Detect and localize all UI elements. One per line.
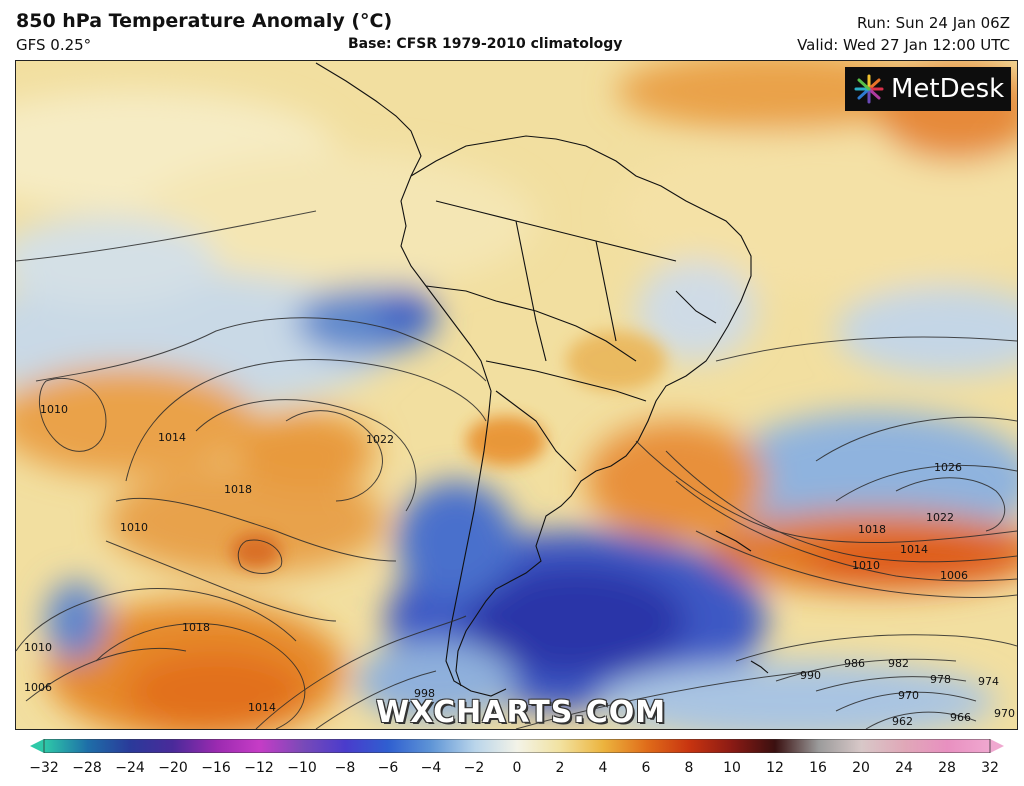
map-title: 850 hPa Temperature Anomaly (°C) bbox=[16, 10, 393, 32]
colorbar-segment bbox=[44, 739, 88, 753]
colorbar-tick-label: −32 bbox=[29, 760, 59, 776]
pressure-label: 1010 bbox=[24, 641, 52, 654]
pressure-label: 1018 bbox=[182, 621, 210, 634]
colorbar-tick-label: −2 bbox=[463, 760, 485, 776]
colorbar-tick-label: 12 bbox=[766, 760, 784, 776]
pressure-label: 1010 bbox=[852, 559, 880, 572]
pressure-label: 970 bbox=[898, 689, 919, 702]
colorbar bbox=[30, 738, 1004, 754]
anomaly-map[interactable]: 1010 1014 1018 1022 1010 1006 1010 1018 … bbox=[15, 60, 1018, 730]
colorbar-segment bbox=[904, 739, 948, 753]
colorbar-segment bbox=[216, 739, 260, 753]
metdesk-logo-text: MetDesk bbox=[891, 74, 1005, 104]
colorbar-segment bbox=[560, 739, 604, 753]
isobars bbox=[16, 210, 1017, 729]
pressure-label: 1010 bbox=[40, 403, 68, 416]
pressure-label: 986 bbox=[844, 657, 865, 670]
colorbar-tick-label: −4 bbox=[420, 760, 442, 776]
colorbar-tick-label: 20 bbox=[852, 760, 870, 776]
colorbar-tick-label: 8 bbox=[684, 760, 694, 776]
metdesk-star-icon bbox=[854, 74, 884, 104]
pressure-label: 1006 bbox=[940, 569, 968, 582]
colorbar-tick-label: −28 bbox=[72, 760, 102, 776]
colorbar-segment bbox=[173, 739, 217, 753]
colorbar-segment bbox=[603, 739, 647, 753]
pressure-label: 1022 bbox=[366, 433, 394, 446]
colorbar-tick-label: 28 bbox=[938, 760, 956, 776]
wxcharts-watermark: WXCHARTS.COM bbox=[376, 695, 667, 730]
pressure-label: 1010 bbox=[120, 521, 148, 534]
colorbar-segment bbox=[259, 739, 303, 753]
pressure-label: 982 bbox=[888, 657, 909, 670]
colorbar-tick-label: 10 bbox=[723, 760, 741, 776]
pressure-label: 998 bbox=[414, 687, 435, 700]
colorbar-segment bbox=[474, 739, 518, 753]
colorbar-tick-label: 4 bbox=[598, 760, 608, 776]
pressure-label: 1014 bbox=[900, 543, 928, 556]
pressure-labels: 1010 1014 1018 1022 1010 1006 1010 1018 … bbox=[24, 403, 1015, 728]
pressure-label: 970 bbox=[994, 707, 1015, 720]
map-canvas: 1010 1014 1018 1022 1010 1006 1010 1018 … bbox=[16, 61, 1017, 729]
pressure-label: 974 bbox=[978, 675, 999, 688]
colorbar-tick-label: 24 bbox=[895, 760, 913, 776]
colorbar-tick-label: 16 bbox=[809, 760, 827, 776]
pressure-label: 966 bbox=[950, 711, 971, 724]
pressure-label: 962 bbox=[892, 715, 913, 728]
pressure-label: 1018 bbox=[224, 483, 252, 496]
colorbar-segment bbox=[646, 739, 690, 753]
pressure-label: 1014 bbox=[158, 431, 186, 444]
colorbar-tick-label: −8 bbox=[334, 760, 356, 776]
pressure-label: 1018 bbox=[858, 523, 886, 536]
climatology-base-label: Base: CFSR 1979-2010 climatology bbox=[348, 36, 623, 52]
colorbar-left-arrow bbox=[30, 739, 44, 753]
valid-time-label: Valid: Wed 27 Jan 12:00 UTC bbox=[797, 36, 1010, 54]
colorbar-tick-label: −20 bbox=[158, 760, 188, 776]
colorbar-tick-label: −16 bbox=[201, 760, 231, 776]
coastlines bbox=[315, 62, 769, 697]
temperature-field bbox=[16, 61, 1017, 729]
pressure-label: 1014 bbox=[248, 701, 276, 714]
colorbar-tick-label: 0 bbox=[512, 760, 522, 776]
run-time-label: Run: Sun 24 Jan 06Z bbox=[857, 14, 1010, 32]
colorbar-tick-label: 2 bbox=[555, 760, 565, 776]
colorbar-segment bbox=[87, 739, 131, 753]
colorbar-segment bbox=[517, 739, 561, 753]
colorbar-tick-label: 6 bbox=[641, 760, 651, 776]
colorbar-tick-label: 32 bbox=[981, 760, 999, 776]
colorbar-segment bbox=[775, 739, 819, 753]
colorbar-segment bbox=[732, 739, 776, 753]
colorbar-segment bbox=[130, 739, 174, 753]
colorbar-gradient bbox=[30, 738, 1004, 754]
colorbar-segment bbox=[431, 739, 475, 753]
pressure-label: 978 bbox=[930, 673, 951, 686]
pressure-label: 1022 bbox=[926, 511, 954, 524]
colorbar-segment bbox=[689, 739, 733, 753]
colorbar-tick-label: −12 bbox=[244, 760, 274, 776]
model-label: GFS 0.25° bbox=[16, 36, 92, 54]
pressure-label: 1026 bbox=[934, 461, 962, 474]
colorbar-segment bbox=[861, 739, 905, 753]
pressure-label: 1006 bbox=[24, 681, 52, 694]
colorbar-segment bbox=[818, 739, 862, 753]
colorbar-tick-label: −10 bbox=[287, 760, 317, 776]
colorbar-segment bbox=[388, 739, 432, 753]
metdesk-logo: MetDesk bbox=[845, 67, 1011, 111]
colorbar-segment bbox=[947, 739, 991, 753]
colorbar-tick-label: −24 bbox=[115, 760, 145, 776]
colorbar-right-arrow bbox=[990, 739, 1004, 753]
colorbar-segment bbox=[302, 739, 346, 753]
colorbar-tick-label: −6 bbox=[377, 760, 399, 776]
colorbar-segment bbox=[345, 739, 389, 753]
pressure-label: 990 bbox=[800, 669, 821, 682]
